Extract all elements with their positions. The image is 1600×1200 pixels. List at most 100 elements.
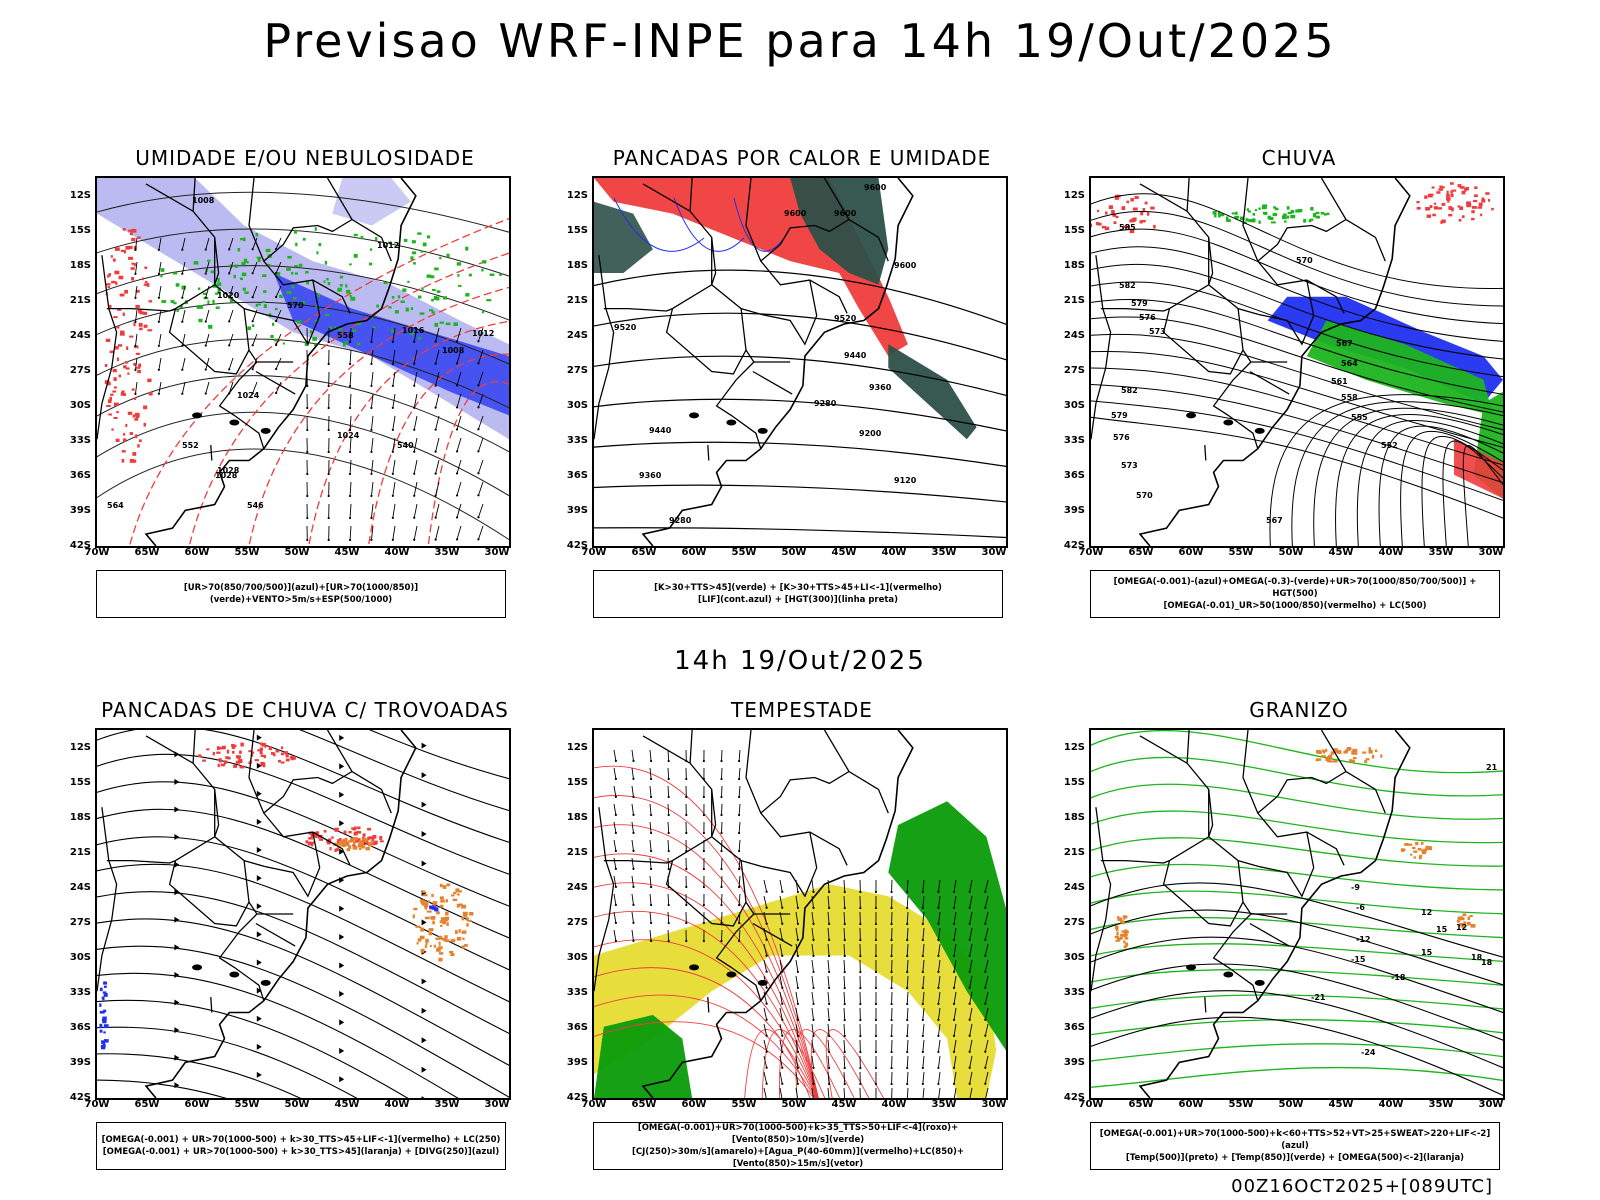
contour-label: 9200 [859,429,882,438]
country-border [740,859,762,868]
contour-label: 1008 [442,346,465,355]
latitude-tick-label: 42S [69,1092,91,1103]
pressure-contours [97,191,509,541]
latitude-tick-label: 30S [69,952,91,963]
latitude-tick-label: 21S [69,847,91,858]
country-border [1237,859,1259,868]
longitude-tick-label: 50W [1278,1099,1304,1110]
country-border [97,807,118,992]
latitude-tick-label: 24S [1063,330,1085,341]
country-border [106,859,176,864]
hgt500-trough [1269,394,1503,546]
latitude-tick-label: 36S [566,1022,588,1033]
longitude-tick-label: 40W [1378,547,1404,558]
country-border [823,730,889,814]
country-border [145,735,216,862]
contour-labels: 585 582 579 576 573 570 567 564 561 558 555 552 582 5… [1111,223,1398,525]
country-border [1207,789,1259,1001]
red-specks-north [198,742,296,769]
latitude-tick-label: 15S [566,777,588,788]
country-border [1139,183,1210,310]
country-border [192,730,196,764]
map-canvas: 9600 960096009600952095209440944093609360… [594,178,1006,546]
map-basemap [97,730,417,1098]
latitude-tick-label: 27S [69,365,91,376]
latitude-tick-label: 21S [1063,295,1085,306]
latitude-tick-label: 39S [69,1057,91,1068]
legend-box-umidade: [UR>70(850/700/500)](azul)+[UR>70(1000/8… [96,570,506,618]
country-border [665,860,747,927]
contour-label: -24 [1361,1048,1376,1057]
country-border [1258,279,1315,346]
omega-orange-southeast [1456,913,1476,929]
latitude-tick-label: 18S [69,812,91,823]
latitude-tick-label: 30S [1063,952,1085,963]
latitude-tick-label: 30S [1063,400,1085,411]
longitude-tick-label: 45W [334,1099,360,1110]
longitude-tick-label: 65W [631,547,657,558]
contour-label: 564 [1341,359,1358,368]
latitude-tick-label: 18S [566,260,588,271]
contour-label: 1028 [217,466,240,475]
country-border [1256,770,1347,866]
legend-box-pancadas_calor: [K>30+TTS>45](verde) + [K>30+TTS>45+LI<-… [593,570,1003,618]
longitude-tick-label: 35W [931,547,957,558]
longitude-tick-label: 55W [731,547,757,558]
valid-time-label: 14h 19/Out/2025 [674,646,926,676]
latitude-tick-label: 12S [1063,742,1085,753]
coastline [144,730,417,1098]
lake [192,412,203,419]
contour-label: 558 [1341,393,1358,402]
contour-label: 1016 [402,326,425,335]
country-border [1256,218,1347,314]
country-border [665,308,747,375]
contour-label: 9520 [834,314,857,323]
latitude-tick-label: 33S [566,987,588,998]
contour-label: 579 [1131,299,1148,308]
longitude-tick-label: 30W [1478,547,1504,558]
map-basemap [97,178,417,546]
longitude-tick-label: 40W [384,1099,410,1110]
latitude-tick-label: 21S [566,295,588,306]
temp500-contours [1091,882,1503,1097]
contour-label: 582 [1119,281,1136,290]
lake [1254,427,1265,434]
thickness-dashed-contours [128,217,509,546]
latitude-tick-label: 15S [1063,777,1085,788]
country-border [603,307,673,312]
longitude-tick-label: 50W [284,547,310,558]
longitude-tick-label: 30W [484,547,510,558]
country-border [1162,308,1244,375]
country-border [642,735,713,862]
country-border [243,859,265,868]
longitude-tick-label: 30W [484,1099,510,1110]
contour-label: 564 [107,501,124,510]
country-border [192,178,196,212]
coastline [1138,178,1411,546]
legend-line: [LIF](cont.azul) + [HGT(300)](linha pret… [697,595,899,605]
contour-label: 570 [1136,491,1153,500]
coastline [1138,730,1411,1098]
lake [757,979,768,986]
country-border [1237,307,1259,316]
country-border [255,370,296,395]
latitude-tick-label: 42S [1063,540,1085,551]
omega-orange-west [1114,915,1129,949]
latitude-tick-label: 33S [69,435,91,446]
legend-line: [OMEGA(-0.01)_UR>50(1000/850)(vermelho) … [1163,601,1427,611]
latitude-tick-label: 24S [566,330,588,341]
contour-label: 1012 [377,241,399,250]
legend-line: [K>30+TTS>45](verde) + [K>30+TTS>45+LI<-… [654,583,942,593]
country-border [689,178,693,212]
legend-line: [OMEGA(-0.001)-(azul)+OMEGA(-0.3)-(verde… [1113,577,1477,599]
country-border [262,770,353,866]
latitude-tick-label: 24S [69,882,91,893]
longitude-tick-label: 45W [1328,1099,1354,1110]
country-border [1162,860,1244,927]
blue-divergence-east [429,905,439,912]
lake [689,412,700,419]
latitude-tick-label: 27S [69,917,91,928]
latitude-tick-label: 27S [1063,917,1085,928]
latitude-tick-label: 30S [69,400,91,411]
map-basemap [594,730,914,1098]
